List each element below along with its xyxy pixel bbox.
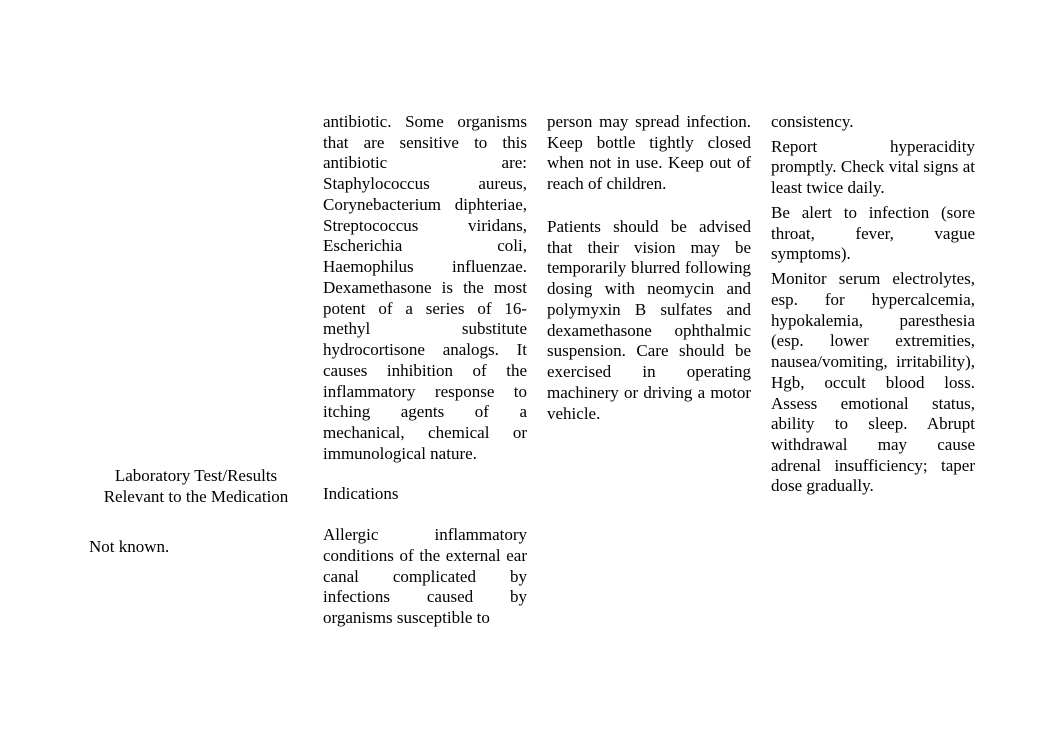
column-3: person may spread infection. Keep bottle… bbox=[543, 110, 755, 631]
column-4: consistency. Report hyperacidity promptl… bbox=[767, 110, 979, 631]
col1-header: Laboratory Test/Results Relevant to the … bbox=[85, 456, 307, 517]
col2-text1: antibiotic. Some organisms that are sens… bbox=[319, 110, 531, 466]
col1-body: Not known. bbox=[85, 517, 307, 560]
col2-header: Indications bbox=[319, 466, 531, 523]
col4-text3: Be alert to infection (sore throat, feve… bbox=[767, 201, 979, 267]
col3-text2: Patients should be advised that their vi… bbox=[543, 215, 755, 426]
col4-text4: Monitor serum electrolytes, esp. for hyp… bbox=[767, 267, 979, 499]
col4-text1: consistency. bbox=[767, 110, 979, 135]
col2-body: Allergic inflammatory conditions of the … bbox=[319, 523, 531, 631]
col4-text2: Report hyperacidity promptly. Check vita… bbox=[767, 135, 979, 201]
col3-text1: person may spread infection. Keep bottle… bbox=[543, 110, 755, 197]
document-table: Laboratory Test/Results Relevant to the … bbox=[85, 110, 977, 631]
column-2: antibiotic. Some organisms that are sens… bbox=[319, 110, 531, 631]
column-1: Laboratory Test/Results Relevant to the … bbox=[85, 110, 307, 631]
col1-empty-top bbox=[85, 110, 307, 456]
